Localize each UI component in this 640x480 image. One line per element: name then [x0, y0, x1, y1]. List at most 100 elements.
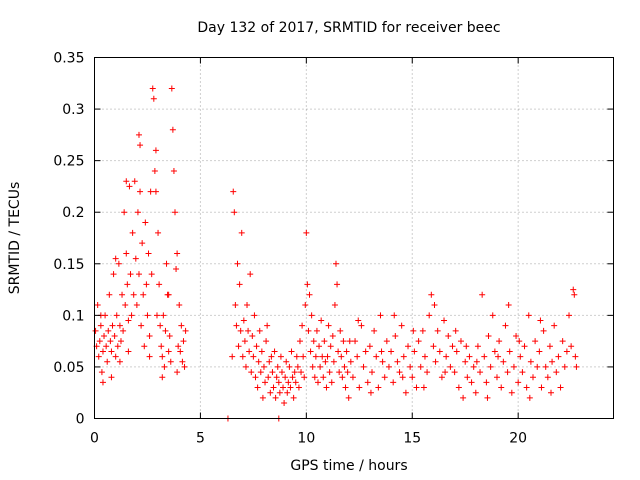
data-point [517, 353, 524, 360]
data-point [260, 363, 267, 370]
data-point [116, 322, 123, 329]
data-point [238, 229, 245, 236]
data-point [274, 363, 281, 370]
y-tick-label: 0.05 [53, 360, 84, 376]
data-point [453, 348, 460, 355]
data-point [342, 384, 349, 391]
data-point [409, 374, 416, 381]
data-point [284, 389, 291, 396]
data-point [381, 374, 388, 381]
data-point [177, 348, 184, 355]
data-point [483, 379, 490, 386]
data-point [544, 374, 551, 381]
data-point [337, 327, 344, 334]
data-point [526, 394, 533, 401]
y-tick-label: 0.2 [62, 205, 84, 221]
data-point [311, 374, 318, 381]
x-tick-label: 10 [297, 431, 315, 447]
data-point [366, 343, 373, 350]
data-point [489, 312, 496, 319]
data-point [391, 312, 398, 319]
data-point [302, 302, 309, 309]
data-point [345, 394, 352, 401]
data-point [411, 348, 418, 355]
data-point [428, 291, 435, 298]
data-point [442, 369, 449, 376]
y-tick-label: 0.25 [53, 154, 84, 170]
data-point [109, 322, 116, 329]
data-point [484, 394, 491, 401]
data-point [378, 348, 385, 355]
data-point [241, 338, 248, 345]
data-point [234, 260, 241, 267]
data-point [110, 271, 117, 278]
data-point [332, 260, 339, 267]
data-point [165, 348, 172, 355]
data-point [407, 363, 414, 370]
data-point [555, 353, 562, 360]
data-point [309, 363, 316, 370]
data-point [247, 271, 254, 278]
data-point [438, 374, 445, 381]
data-point [265, 374, 272, 381]
data-point [479, 291, 486, 298]
data-point [340, 338, 347, 345]
data-point [285, 379, 292, 386]
data-point [95, 353, 102, 360]
data-point [472, 389, 479, 396]
data-point [236, 281, 243, 288]
data-point [148, 271, 155, 278]
data-point [420, 384, 427, 391]
data-point [99, 379, 106, 386]
data-point [327, 343, 334, 350]
data-point [546, 343, 553, 350]
data-point [383, 338, 390, 345]
data-point [151, 167, 158, 174]
data-point [445, 332, 452, 339]
data-point [470, 363, 477, 370]
data-point [280, 384, 287, 391]
data-point [500, 358, 507, 365]
data-point [534, 363, 541, 370]
data-point [400, 353, 407, 360]
data-point [325, 322, 332, 329]
data-point [495, 353, 502, 360]
y-tick-label: 0.35 [53, 51, 84, 67]
data-point [434, 327, 441, 334]
data-point [125, 317, 132, 324]
data-point [358, 322, 365, 329]
data-point [551, 322, 558, 329]
data-point [232, 302, 239, 309]
data-point [421, 353, 428, 360]
data-point [399, 374, 406, 381]
data-point [286, 363, 293, 370]
data-point [371, 327, 378, 334]
x-tick-label: 20 [509, 431, 527, 447]
data-point [155, 229, 162, 236]
data-point [244, 302, 251, 309]
data-point [178, 322, 185, 329]
data-point [240, 317, 247, 324]
data-point [113, 312, 120, 319]
data-point [369, 369, 376, 376]
data-point [310, 338, 317, 345]
data-point [128, 312, 135, 319]
data-point [410, 327, 417, 334]
data-point [319, 353, 326, 360]
data-point [457, 338, 464, 345]
data-point [147, 188, 154, 195]
x-tick-labels: 0 5 10 15 20 [90, 431, 527, 447]
data-point [256, 327, 263, 334]
data-point [466, 353, 473, 360]
data-point [451, 369, 458, 376]
data-point [557, 384, 564, 391]
data-point [510, 363, 517, 370]
data-point [379, 358, 386, 365]
data-point [269, 369, 276, 376]
data-point [426, 312, 433, 319]
data-point [290, 394, 297, 401]
data-point [262, 379, 269, 386]
data-point [436, 348, 443, 355]
data-point [123, 250, 130, 257]
